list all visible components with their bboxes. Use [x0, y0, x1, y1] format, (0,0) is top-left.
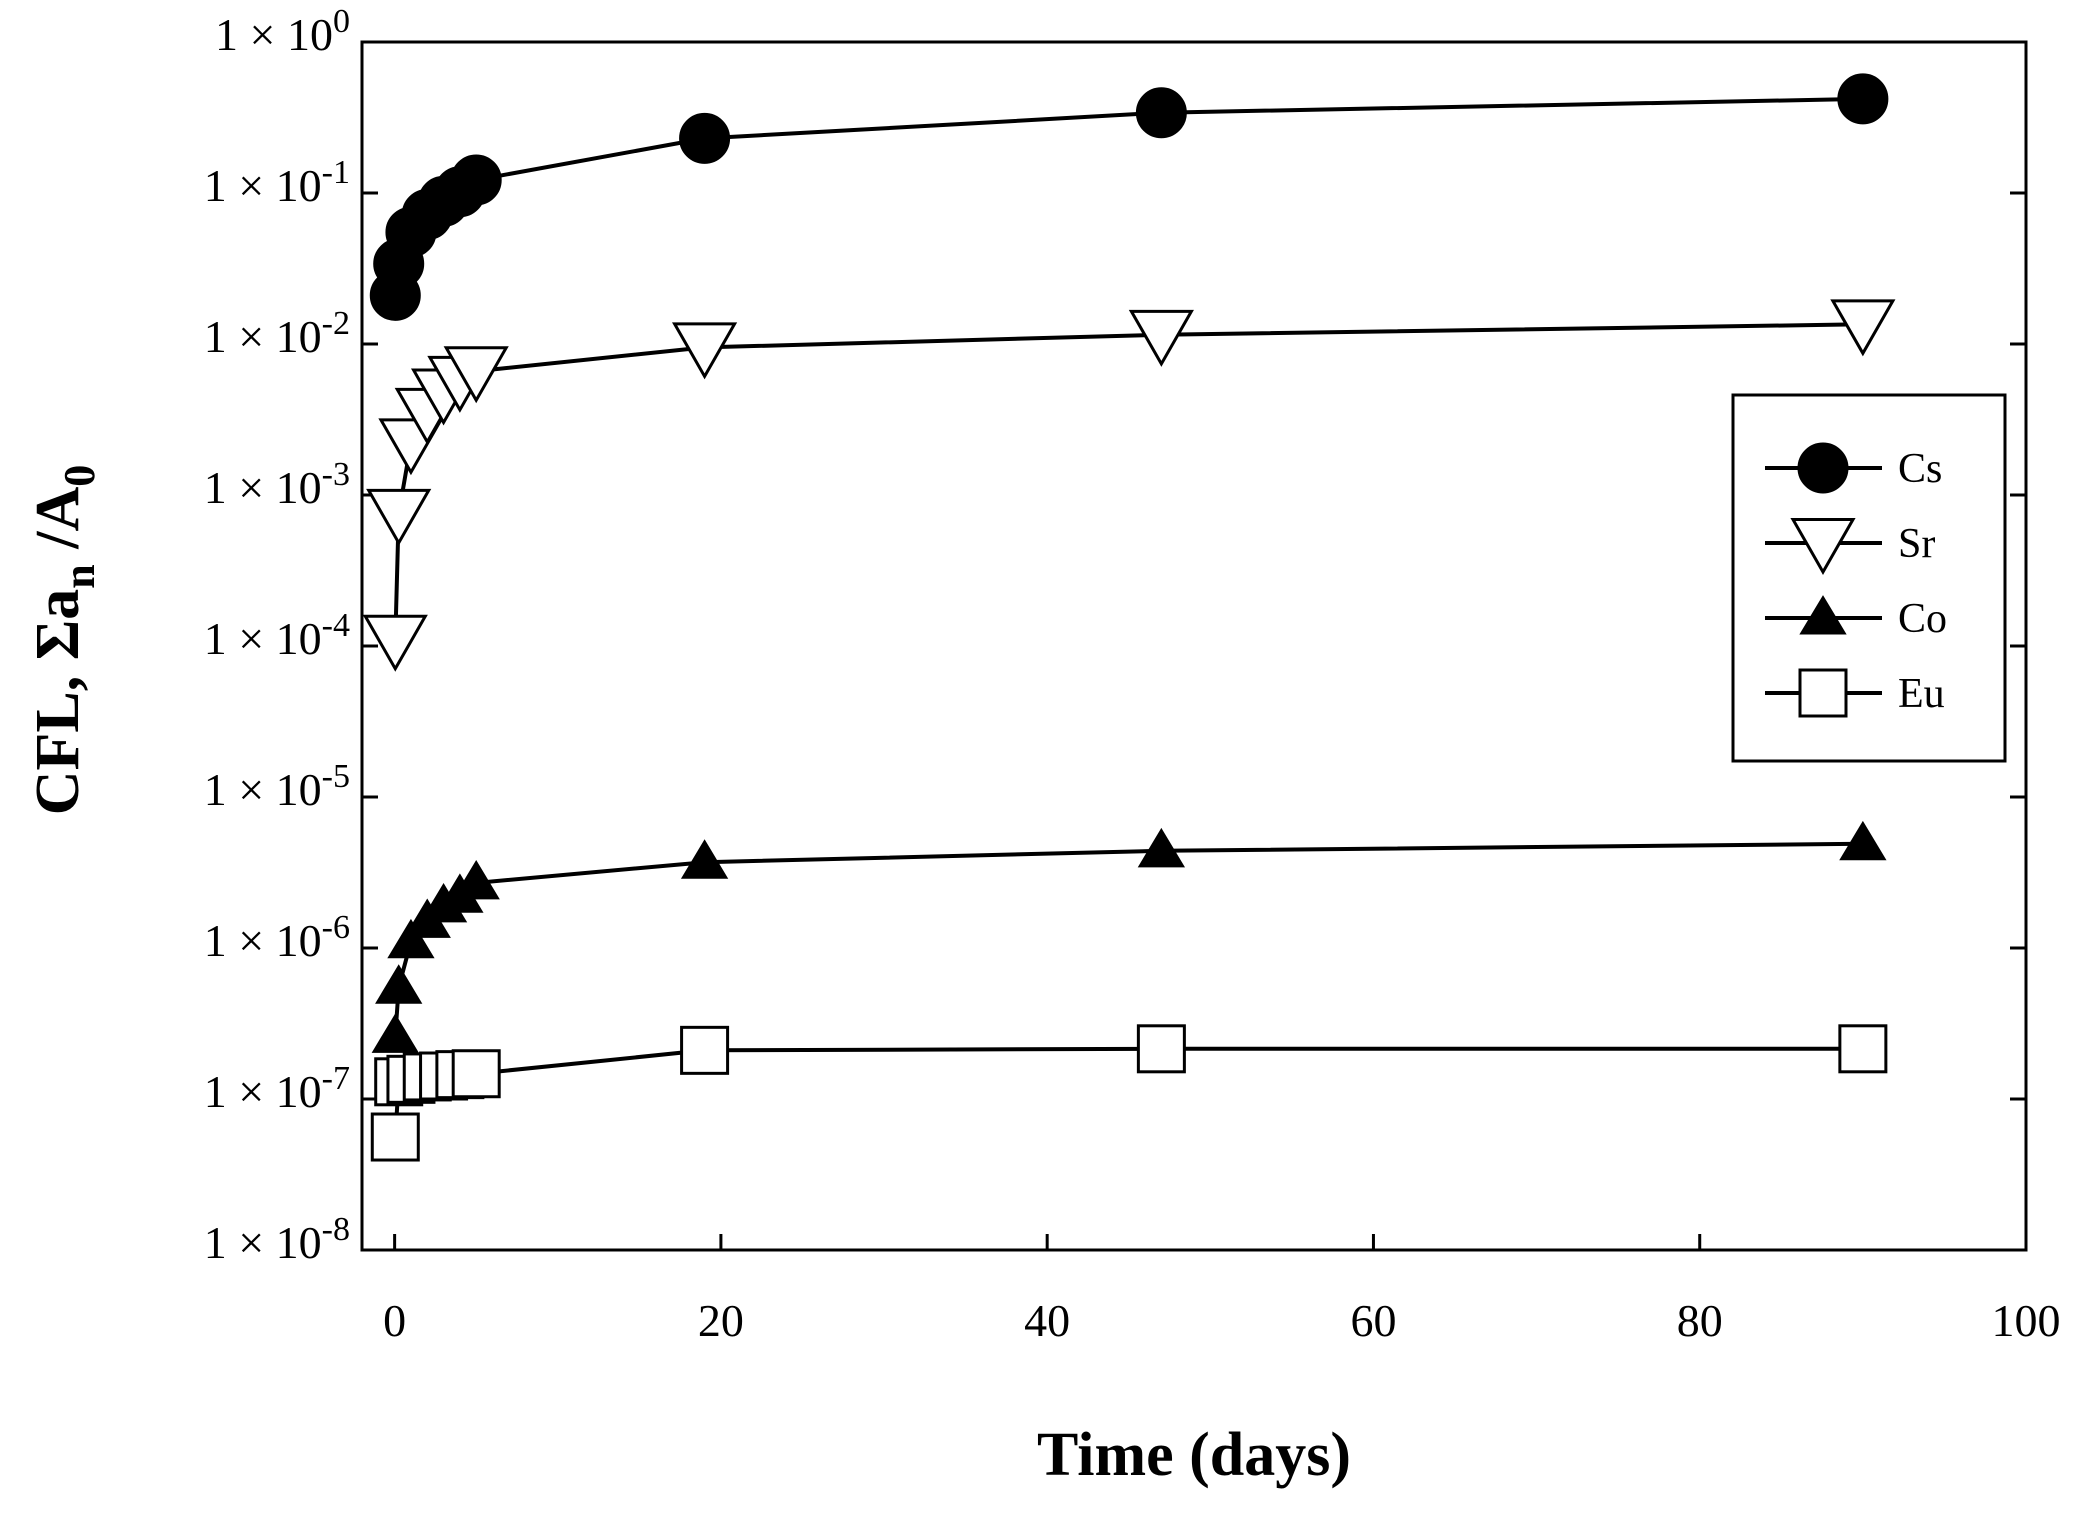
- y-axis-title-sub1: n: [55, 564, 104, 588]
- y-tick-label-exponent: -1: [322, 154, 350, 191]
- legend-box: [1731, 393, 2007, 763]
- data-point-cs: [679, 112, 731, 164]
- data-point-co: [1839, 820, 1887, 861]
- series-line-eu: [393, 1046, 1863, 1138]
- legend-entry-sr: Sr: [1765, 518, 1935, 576]
- y-tick-label-exponent: -6: [322, 909, 350, 946]
- y-tick-label: 1 × 10-6: [204, 909, 350, 966]
- y-tick-label-base: 1 × 10: [204, 915, 322, 966]
- data-point-co: [387, 918, 435, 959]
- data-point-cs: [1135, 87, 1187, 139]
- y-tick-label-exponent: -5: [322, 758, 350, 795]
- x-axis: 0 20 40 60 80 100: [383, 1234, 2061, 1346]
- y-tick-label: 1 × 10-3: [204, 456, 350, 513]
- legend-label: Eu: [1898, 671, 1945, 717]
- data-point-co: [452, 859, 500, 900]
- data-point-co: [375, 964, 423, 1004]
- series-eu: [370, 1024, 1888, 1162]
- series-group: [362, 73, 1896, 1162]
- y-tick-label-base: 1 × 10: [215, 9, 333, 60]
- y-tick-label-base: 1 × 10: [204, 462, 322, 513]
- y-tick-label-exponent: -7: [322, 1060, 350, 1097]
- y-tick-label: 1 × 100: [215, 3, 350, 60]
- y-tick-label: 1 × 10-5: [204, 758, 350, 815]
- series-line-sr: [393, 322, 1863, 640]
- y-tick-label-base: 1 × 10: [204, 311, 322, 362]
- y-tick-label-exponent: -8: [322, 1211, 350, 1248]
- y-axis-title-sub2: 0: [55, 465, 104, 487]
- series-cs: [369, 73, 1889, 321]
- data-point-co: [371, 1013, 419, 1053]
- legend-marker-cs: [1797, 442, 1849, 494]
- series-line-co: [393, 841, 1863, 1037]
- legend-label: Sr: [1898, 521, 1935, 567]
- series-co: [371, 820, 1887, 1053]
- data-point-sr: [672, 322, 738, 380]
- x-tick-label: 60: [1350, 1295, 1396, 1346]
- series-line-cs: [393, 96, 1863, 296]
- data-point-eu: [451, 1049, 501, 1099]
- data-point-sr: [443, 346, 509, 404]
- data-point-eu: [680, 1025, 730, 1075]
- data-point-sr: [1830, 299, 1896, 357]
- data-point-eu: [370, 1112, 420, 1162]
- y-tick-label-exponent: -4: [322, 607, 350, 644]
- legend: Cs Sr Co Eu: [1731, 393, 2007, 763]
- x-tick-label: 0: [383, 1295, 406, 1346]
- data-point-sr: [362, 614, 428, 672]
- legend-marker-eu: [1798, 668, 1848, 718]
- y-tick-label-exponent: -3: [322, 456, 350, 493]
- legend-entry-cs: Cs: [1765, 442, 1942, 494]
- y-tick-label-base: 1 × 10: [204, 1066, 322, 1117]
- data-point-eu: [1136, 1024, 1186, 1074]
- y-axis-title-mid: /A: [24, 487, 92, 565]
- data-point-cs: [1837, 73, 1889, 125]
- y-tick-label-base: 1 × 10: [204, 613, 322, 664]
- y-tick-label: 1 × 10-7: [204, 1060, 350, 1117]
- x-tick-label: 80: [1677, 1295, 1723, 1346]
- y-axis-title-main: CFL, Σa: [24, 589, 92, 816]
- y-tick-label: 1 × 10-4: [204, 607, 350, 664]
- legend-entry-eu: Eu: [1765, 668, 1945, 718]
- y-tick-label-base: 1 × 10: [204, 764, 322, 815]
- data-point-co: [1137, 827, 1186, 868]
- legend-marker-sr: [1790, 518, 1856, 576]
- data-point-sr: [1128, 309, 1194, 367]
- legend-marker-co: [1799, 595, 1847, 635]
- x-tick-label: 20: [698, 1295, 744, 1346]
- data-point-co: [680, 839, 729, 879]
- y-tick-label-exponent: -2: [322, 305, 350, 342]
- legend-label: Cs: [1898, 446, 1942, 492]
- y-axis-title: CFL, Σan /A0: [24, 465, 104, 816]
- legend-label: Co: [1898, 596, 1947, 642]
- y-tick-label-base: 1 × 10: [204, 1217, 322, 1268]
- data-point-sr: [366, 488, 432, 546]
- data-point-eu: [1838, 1024, 1888, 1074]
- y-tick-label-exponent: 0: [333, 3, 350, 40]
- y-tick-label: 1 × 10-1: [204, 154, 350, 211]
- y-tick-label-base: 1 × 10: [204, 160, 322, 211]
- series-sr: [362, 299, 1896, 672]
- x-axis-title: Time (days): [1037, 1421, 1351, 1489]
- data-point-cs: [450, 154, 502, 206]
- x-tick-label: 100: [1992, 1295, 2061, 1346]
- y-tick-label: 1 × 10-2: [204, 305, 350, 362]
- x-tick-label: 40: [1024, 1295, 1070, 1346]
- legend-entry-co: Co: [1765, 595, 1947, 642]
- y-tick-label: 1 × 10-8: [204, 1211, 350, 1268]
